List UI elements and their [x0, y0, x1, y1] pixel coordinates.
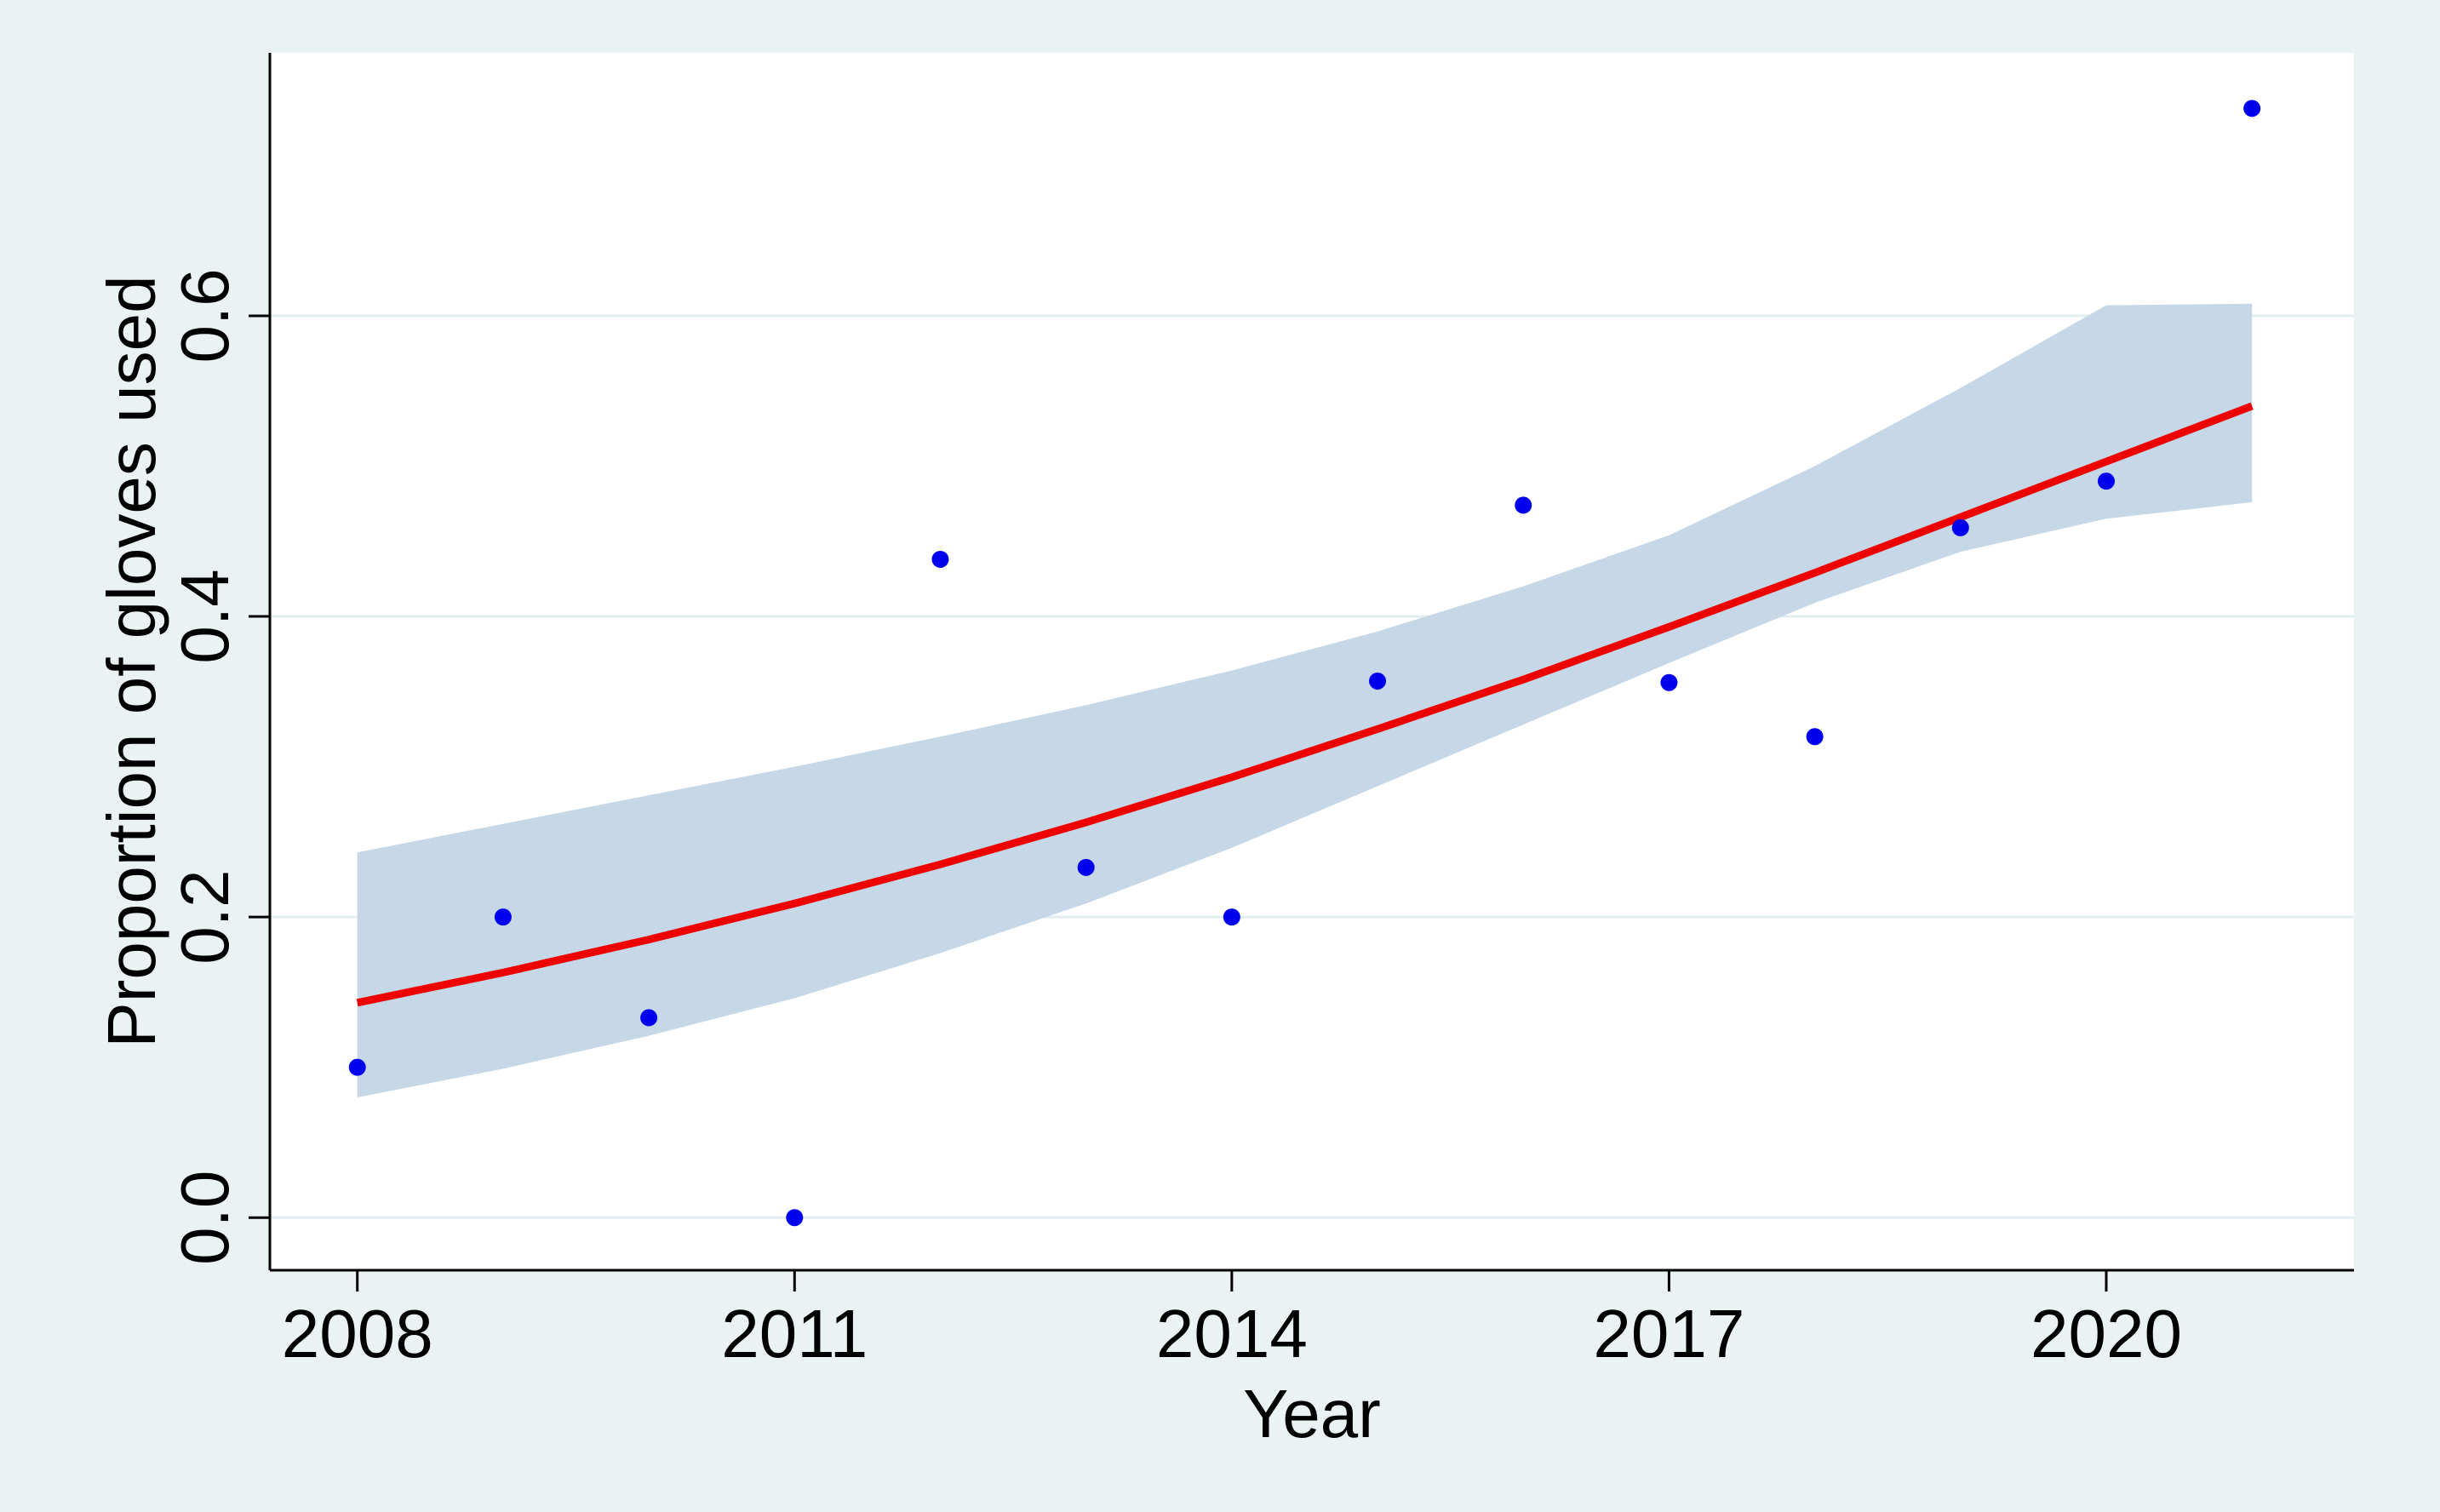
y-tick-label: 0.2: [167, 870, 243, 965]
scatter-point: [2097, 472, 2115, 490]
fit-line-layer: [356, 402, 2254, 1007]
scatter-point: [1223, 908, 1240, 926]
x-tick-label: 2017: [1593, 1296, 1744, 1372]
scatter-point: [1951, 518, 1969, 536]
scatter-point: [2243, 100, 2261, 117]
x-tick-label: 2014: [1156, 1296, 1308, 1372]
scatter-point: [1369, 672, 1387, 690]
y-axis-label: Proportion of gloves used: [94, 275, 169, 1047]
y-tick-label: 0.6: [167, 268, 243, 363]
scatter-point: [640, 1009, 658, 1027]
x-tick-label: 2020: [2030, 1296, 2182, 1372]
x-tick-label: 2008: [282, 1296, 433, 1372]
scatter-point: [1806, 728, 1824, 746]
scatter-point: [1660, 673, 1678, 691]
scatter-point: [786, 1209, 804, 1227]
scatter-point: [1515, 496, 1532, 514]
scatter-point: [1077, 858, 1095, 876]
scatter-point: [931, 550, 949, 568]
confidence-band-layer: [357, 303, 2253, 1097]
fit-line: [356, 402, 2254, 1007]
confidence-band: [357, 303, 2253, 1097]
scatter-point: [348, 1058, 366, 1076]
scatter-point: [494, 908, 512, 926]
axis-layer: [268, 53, 2354, 1272]
y-tick-label: 0.0: [167, 1171, 243, 1265]
y-tick-label: 0.4: [167, 569, 243, 663]
x-tick-label: 2011: [721, 1296, 868, 1372]
x-axis-label: Year: [1243, 1376, 1381, 1452]
scatter-points-layer: [348, 100, 2261, 1227]
tick-layer: 0.0 0.2 0.4 0.6 2008 2011 2014 2017 2020: [167, 268, 2182, 1372]
